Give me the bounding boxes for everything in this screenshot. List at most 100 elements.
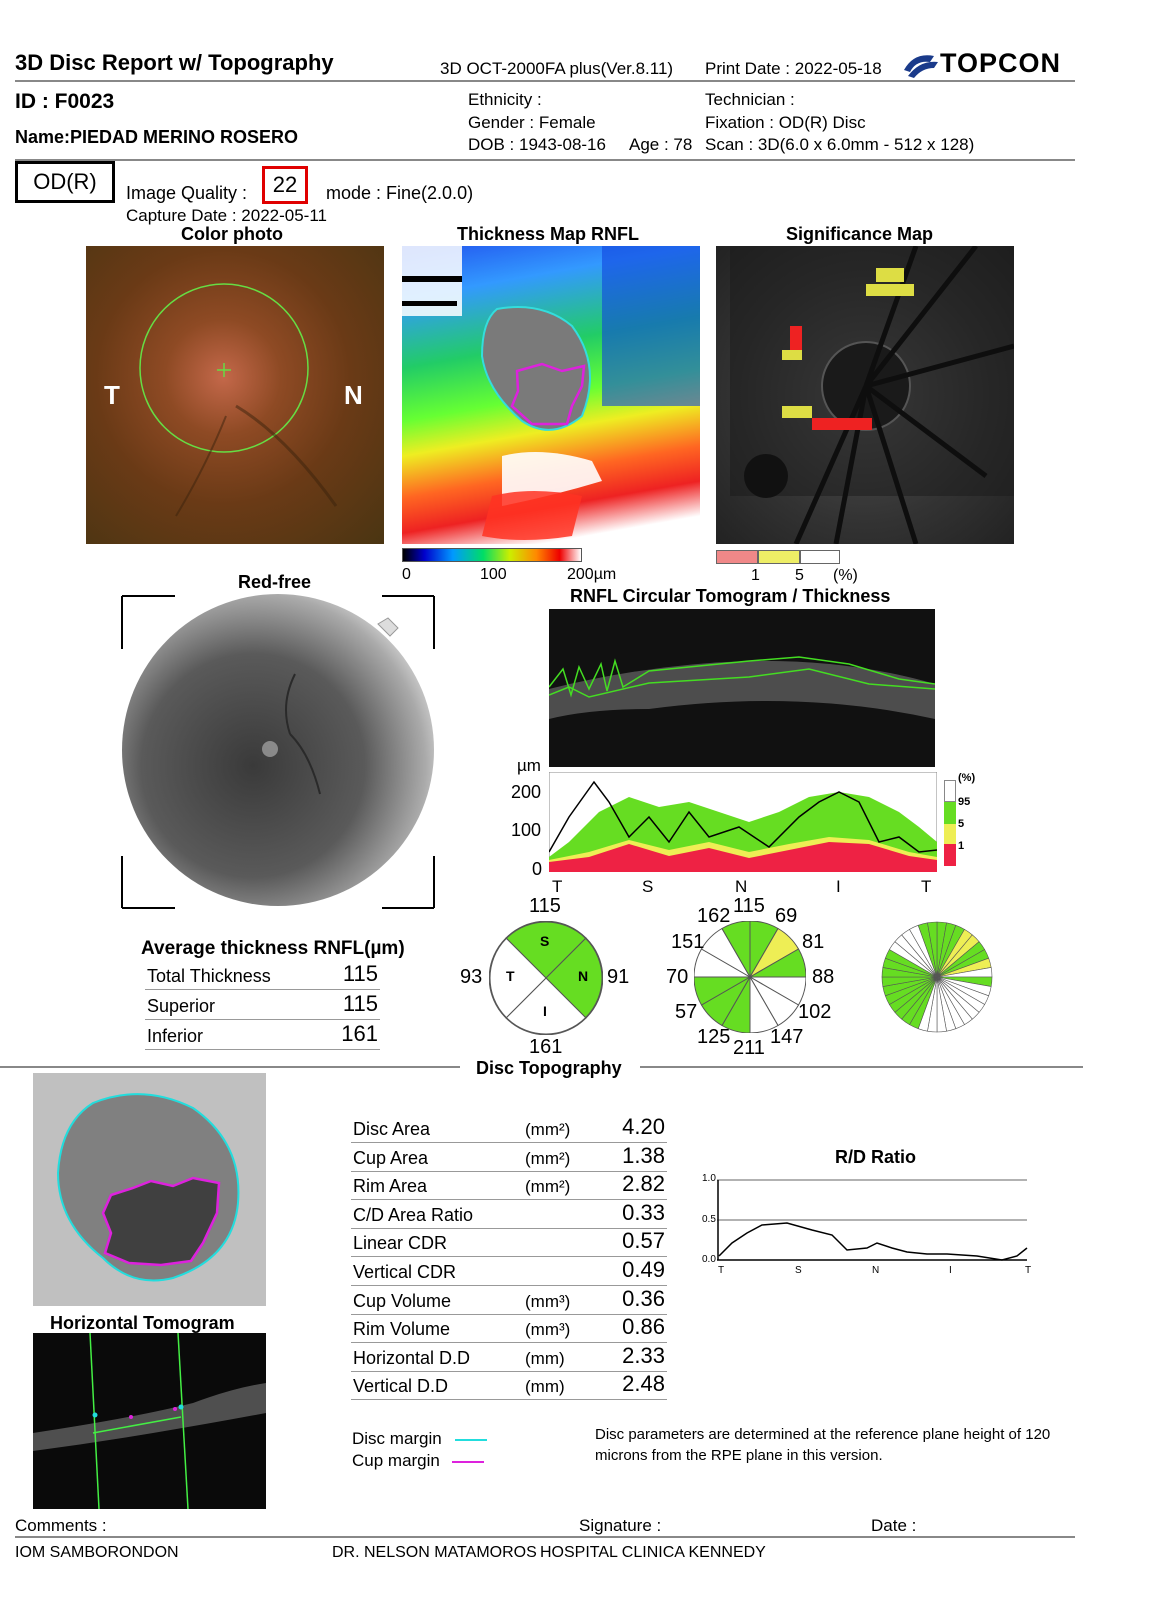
clock-10: 151: [671, 931, 705, 953]
parameter-row: Vertical D.D (mm) 2.48: [351, 1371, 667, 1401]
rd-xlabel-T2: T: [1025, 1265, 1032, 1276]
side-temporal: T: [104, 380, 120, 410]
dob: DOB : 1943-08-16: [468, 135, 606, 154]
thickness-colorbar: [402, 548, 582, 562]
clock-11: 162: [697, 905, 731, 927]
brand-logo: TOPCON: [900, 48, 1070, 78]
parameter-label: Cup Volume: [353, 1290, 452, 1311]
parameter-row: Cup Volume (mm³) 0.36: [351, 1286, 667, 1315]
parameter-row: Linear CDR 0.57: [351, 1228, 667, 1258]
parameter-label: Vertical CDR: [353, 1262, 457, 1282]
clock-top: 115: [733, 895, 765, 917]
parameter-row: Rim Volume (mm³) 0.86: [351, 1314, 667, 1344]
circular-tomogram-image: [549, 609, 935, 767]
disc-topography-title: Disc Topography: [476, 1058, 622, 1078]
header-divider: [15, 80, 1075, 82]
clock-5: 147: [770, 1026, 804, 1048]
parameter-value: 2.48: [622, 1371, 665, 1397]
disc-margin-swatch: [455, 1439, 487, 1441]
parameter-value: 0.86: [622, 1314, 665, 1340]
patient-name: Name:PIEDAD MERINO ROSERO: [15, 127, 299, 147]
footer-hospital: HOSPITAL CLINICA KENNEDY: [540, 1544, 766, 1561]
clock-3: 88: [812, 966, 835, 988]
parameter-row: Disc Area (mm²) 4.20: [351, 1114, 667, 1143]
parameter-unit: (mm²): [525, 1177, 571, 1197]
clock-8: 57: [675, 1001, 698, 1023]
quadrant-label-T: T: [506, 968, 515, 984]
parameter-row: C/D Area Ratio 0.33: [351, 1200, 667, 1229]
quadrant-label-N: N: [578, 968, 589, 984]
significance-map: [716, 246, 1014, 544]
topcon-logo-icon: [904, 55, 938, 78]
parameter-unit: (mm²): [525, 1120, 571, 1139]
topography-divider-right: [640, 1066, 1083, 1068]
rd-xlabel-S: S: [795, 1265, 802, 1276]
quadrant-top: 115: [529, 895, 561, 917]
quadrant-label-S: S: [540, 933, 550, 949]
rd-xlabel-N: N: [872, 1265, 880, 1276]
red-free-image: [121, 594, 435, 909]
sig-legend-white: [800, 550, 840, 564]
xlabel-N: N: [735, 877, 748, 896]
rd-ytick-0: 0.0: [702, 1254, 716, 1265]
clock-7: 125: [697, 1026, 731, 1048]
image-quality-label: Image Quality :: [126, 183, 248, 203]
quadrant-chart: [489, 921, 603, 1035]
parameter-row: Horizontal D.D (mm) 2.33: [351, 1342, 667, 1372]
ethnicity: Ethnicity :: [468, 90, 542, 109]
circular-tomogram-title: RNFL Circular Tomogram / Thickness: [570, 586, 891, 606]
parameter-value: 2.82: [622, 1171, 665, 1197]
disc-margin-label: Disc margin: [352, 1429, 442, 1448]
age: Age : 78: [629, 135, 693, 154]
sector-segment: [927, 921, 938, 978]
clock-4: 102: [798, 1001, 832, 1023]
rnfl-thickness-profile: [549, 772, 937, 872]
parameter-value: 4.20: [622, 1114, 665, 1139]
quadrant-right: 91: [607, 966, 630, 988]
xlabel-S: S: [642, 877, 654, 896]
xlabel-T1: T: [552, 877, 563, 896]
ytick-100: 100: [511, 820, 542, 840]
parameter-unit: (mm): [525, 1377, 565, 1397]
parameter-unit: (mm³): [525, 1320, 571, 1340]
horizontal-tomogram-image: [33, 1333, 266, 1509]
parameter-row: Cup Area (mm²) 1.38: [351, 1142, 667, 1172]
quadrant-bottom: 161: [529, 1036, 563, 1058]
avg-row: Total Thickness 115: [145, 961, 380, 990]
parameter-value: 2.33: [622, 1342, 665, 1368]
clock-2: 81: [802, 931, 825, 953]
parameter-value: 0.57: [622, 1228, 665, 1254]
cup-margin-swatch: [452, 1461, 484, 1463]
parameter-unit: (mm): [525, 1348, 565, 1368]
device-info: 3D OCT-2000FA plus(Ver.8.11): [440, 59, 674, 78]
rd-xlabel-T1: T: [718, 1265, 725, 1276]
sig-legend-red: [716, 550, 758, 564]
parameter-label: Linear CDR: [353, 1233, 448, 1254]
parameter-row: Vertical CDR 0.49: [351, 1257, 667, 1286]
rd-ratio-title: R/D Ratio: [835, 1147, 916, 1167]
side-nasal: N: [344, 380, 363, 410]
parameter-unit: (mm²): [525, 1148, 571, 1168]
avg-thickness-table: Total Thickness 115 Superior 115 Inferio…: [145, 961, 380, 1052]
report-title: 3D Disc Report w/ Topography: [15, 50, 334, 75]
ytick-200: 200: [511, 782, 542, 802]
parameter-label: Vertical D.D: [353, 1376, 449, 1397]
parameter-unit: (mm³): [525, 1291, 571, 1311]
sig-legend-5: 5: [795, 567, 804, 584]
horizontal-tomogram-title: Horizontal Tomogram: [50, 1313, 235, 1333]
clock-hour-chart: [694, 921, 806, 1033]
rd-ratio-chart: [717, 1179, 1028, 1261]
colorbar-mid: 100: [480, 566, 507, 583]
sig-legend-unit: (%): [833, 567, 858, 584]
disc-parameters-table: Disc Area (mm²) 4.20 Cup Area (mm²) 1.38 Rim A…: [351, 1114, 667, 1405]
gender: Gender : Female: [468, 113, 596, 132]
parameter-value: 1.38: [622, 1142, 665, 1168]
avg-row: Inferior 161: [145, 1021, 380, 1050]
rd-ytick-1: 1.0: [702, 1173, 716, 1184]
reference-plane-note: Disc parameters are determined at the re…: [595, 1426, 1051, 1464]
color-fundus-photo: T N: [86, 246, 384, 544]
patient-id: ID : F0023: [15, 90, 115, 113]
date-label: Date :: [871, 1516, 917, 1535]
rnfl-thickness-map: [402, 246, 700, 544]
colorbar-min: 0: [402, 566, 411, 583]
